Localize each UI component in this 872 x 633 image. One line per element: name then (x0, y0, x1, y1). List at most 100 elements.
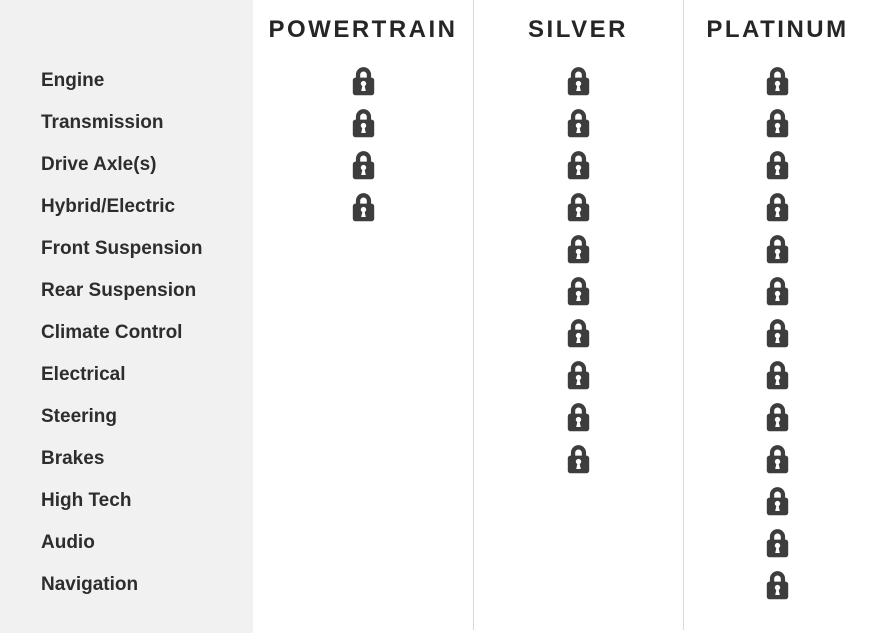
coverage-cell-silver (473, 312, 683, 354)
category-label: Transmission (41, 112, 164, 133)
coverage-cell-silver (473, 60, 683, 102)
coverage-cell-silver (473, 102, 683, 144)
table-row: Audio (0, 522, 872, 564)
coverage-cell-platinum (683, 60, 872, 102)
coverage-cell-platinum (683, 438, 872, 480)
column-divider (473, 0, 474, 630)
lock-icon (766, 403, 789, 432)
lock-icon (766, 109, 789, 138)
coverage-cell-powertrain (253, 564, 473, 606)
coverage-cell-powertrain (253, 144, 473, 186)
lock-icon (567, 193, 589, 222)
table-row: Navigation (0, 564, 872, 606)
category-label: Engine (41, 70, 105, 91)
lock-icon (766, 319, 789, 348)
coverage-cell-platinum (683, 480, 872, 522)
coverage-cell-powertrain (253, 312, 473, 354)
column-header-silver: SILVER (528, 16, 628, 43)
lock-icon (766, 445, 789, 474)
lock-icon (567, 403, 589, 432)
coverage-cell-platinum (683, 396, 872, 438)
table-row: Hybrid/Electric (0, 186, 872, 228)
category-label: Front Suspension (41, 238, 203, 259)
column-divider (683, 0, 684, 630)
category-label: Rear Suspension (41, 280, 197, 301)
coverage-cell-silver (473, 438, 683, 480)
category-label: Climate Control (41, 322, 183, 343)
lock-icon (766, 571, 789, 600)
lock-icon (567, 277, 589, 306)
coverage-cell-powertrain (253, 480, 473, 522)
category-label: Navigation (41, 574, 139, 595)
table-row: Transmission (0, 102, 872, 144)
coverage-cell-powertrain (253, 270, 473, 312)
coverage-cell-powertrain (253, 522, 473, 564)
coverage-cell-platinum (683, 270, 872, 312)
category-label: Brakes (41, 448, 105, 469)
category-column-header (0, 0, 253, 60)
category-label: Electrical (41, 364, 126, 385)
table-row: High Tech (0, 480, 872, 522)
table-row: Climate Control (0, 312, 872, 354)
table-row: Electrical (0, 354, 872, 396)
lock-icon (766, 529, 789, 558)
category-label: Hybrid/Electric (41, 196, 176, 217)
coverage-cell-powertrain (253, 228, 473, 270)
table-body: Engine Transmission Drive Axle(s) (0, 60, 872, 606)
lock-icon (567, 361, 589, 390)
lock-icon (766, 67, 789, 96)
coverage-cell-platinum (683, 522, 872, 564)
category-label: High Tech (41, 490, 132, 511)
category-label: Steering (41, 406, 118, 427)
lock-icon (766, 361, 789, 390)
coverage-cell-platinum (683, 354, 872, 396)
coverage-table: POWERTRAIN SILVER PLATINUM Engine Transm… (0, 0, 872, 606)
column-header-powertrain: POWERTRAIN (268, 16, 458, 43)
coverage-cell-powertrain (253, 60, 473, 102)
lock-icon (766, 277, 789, 306)
lock-icon (766, 151, 789, 180)
lock-icon (352, 67, 374, 96)
coverage-cell-powertrain (253, 438, 473, 480)
table-row: Steering (0, 396, 872, 438)
coverage-cell-silver (473, 186, 683, 228)
coverage-cell-silver (473, 270, 683, 312)
table-row: Drive Axle(s) (0, 144, 872, 186)
coverage-cell-powertrain (253, 354, 473, 396)
lock-icon (567, 151, 589, 180)
lock-icon (766, 487, 789, 516)
coverage-cell-powertrain (253, 396, 473, 438)
coverage-cell-silver (473, 480, 683, 522)
coverage-cell-platinum (683, 102, 872, 144)
lock-icon (567, 319, 589, 348)
table-row: Rear Suspension (0, 270, 872, 312)
coverage-cell-platinum (683, 186, 872, 228)
coverage-cell-platinum (683, 312, 872, 354)
coverage-cell-silver (473, 354, 683, 396)
lock-icon (352, 109, 374, 138)
lock-icon (567, 67, 589, 96)
lock-icon (567, 235, 589, 264)
lock-icon (352, 151, 374, 180)
coverage-cell-powertrain (253, 186, 473, 228)
category-column-background (0, 0, 253, 633)
lock-icon (567, 445, 589, 474)
lock-icon (352, 193, 374, 222)
category-label: Drive Axle(s) (41, 154, 157, 175)
coverage-cell-silver (473, 396, 683, 438)
category-label: Audio (41, 532, 95, 553)
column-header-platinum: PLATINUM (706, 16, 849, 43)
coverage-cell-platinum (683, 564, 872, 606)
coverage-cell-powertrain (253, 102, 473, 144)
lock-icon (766, 193, 789, 222)
coverage-cell-silver (473, 564, 683, 606)
table-header-row: POWERTRAIN SILVER PLATINUM (0, 0, 872, 60)
lock-icon (766, 235, 789, 264)
coverage-cell-silver (473, 228, 683, 270)
table-row: Brakes (0, 438, 872, 480)
table-row: Front Suspension (0, 228, 872, 270)
coverage-cell-platinum (683, 228, 872, 270)
coverage-cell-platinum (683, 144, 872, 186)
lock-icon (567, 109, 589, 138)
